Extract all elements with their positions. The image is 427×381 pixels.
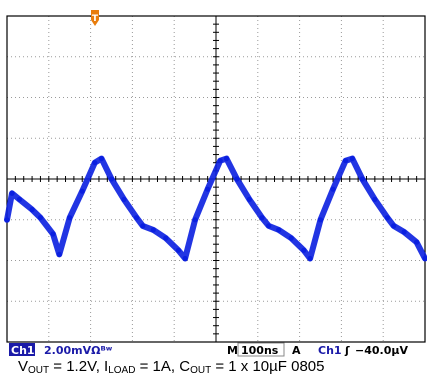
waveform-point [140,223,146,229]
waveform-point [317,217,324,223]
waveform-point [372,196,378,202]
waveform-point [330,186,336,192]
trigger-slope-icon: ʃ [344,344,350,357]
waveform-point [175,247,181,253]
waveform-point [56,251,62,257]
i-load-label: ILOAD [104,358,136,376]
waveform-line [4,155,427,262]
waveform-point [359,176,365,182]
waveform-point [98,156,105,162]
timebase-readout: 100ns [241,344,279,357]
waveform-point [150,227,156,233]
waveform-point [301,247,307,253]
figure-caption: VOUT = 1.2V, ILOAD = 1A, COUT = 1 x 10µF… [18,358,325,376]
waveform-point [92,160,98,166]
i-load-value: = 1A, [135,358,180,375]
waveform-point [163,235,169,241]
waveform-point [401,229,407,235]
waveform-point [307,255,313,262]
trigger-marker-shape [91,10,99,26]
waveform-point [50,231,56,237]
waveform-point [276,227,282,233]
trigger-position-marker: T [91,10,99,26]
waveform-trace [4,155,427,262]
waveform-point [234,176,240,182]
trigger-marker-label: T [92,14,99,24]
waveform-point [422,255,427,262]
waveform-point [343,158,349,164]
c-out-label: COUT [179,358,212,376]
waveform-point [4,217,10,223]
waveform-point [134,215,140,221]
graticule-frame [6,15,426,343]
v-out-label: VOUT [18,358,50,376]
waveform-point [37,215,44,221]
waveform-point [29,207,35,213]
graticule [6,15,426,343]
waveform-point [259,215,265,221]
waveform-point [384,215,390,221]
waveform-point [391,223,397,229]
channel-badge: Ch1 [11,344,35,357]
trigger-level: −40.0µV [355,344,408,357]
waveform-point [266,223,272,229]
waveform-point [9,190,15,196]
waveform-point [121,196,127,202]
waveform-point [108,176,115,182]
waveform-point [349,156,355,162]
waveform-point [67,215,73,221]
waveform-point [16,196,23,202]
channel-badge-bg [9,343,35,356]
v-out-value: = 1.2V, [49,358,105,375]
trigger-mode: A [292,344,301,357]
trigger-channel: Ch1 [318,344,342,357]
waveform-point [192,217,198,223]
timebase-prefix: M [227,344,238,357]
waveform-point [79,188,85,194]
waveform-point [246,196,252,202]
waveform-point [288,235,294,241]
c-out-value: = 1 x 10µF 0805 [211,358,325,375]
waveform-point [205,186,211,192]
timebase-box [237,342,285,357]
waveform-point [217,158,223,164]
waveform-point [182,255,188,262]
waveform-point [223,156,230,162]
vertical-scale-readout: 2.00mVΩᴮʷ [44,344,113,357]
waveform-point [414,239,420,245]
